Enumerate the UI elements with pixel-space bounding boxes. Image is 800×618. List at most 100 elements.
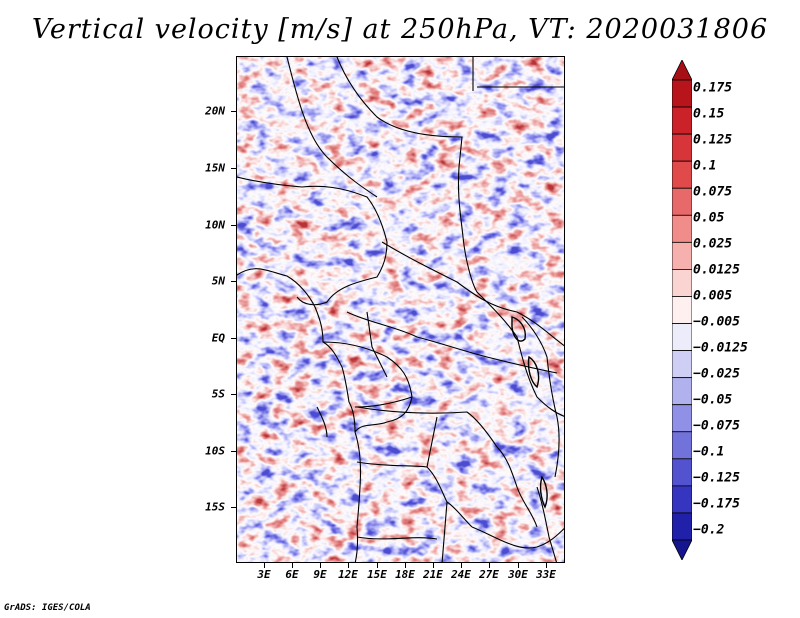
border-line-nigeria-niger xyxy=(237,176,388,306)
colorbar-label: −0.0125 xyxy=(693,340,748,356)
colorbar-label: 0.15 xyxy=(693,106,725,122)
lon-label: 33E xyxy=(536,568,556,581)
coastline-west xyxy=(237,268,362,562)
lon-tick xyxy=(292,563,293,568)
border-line-angola-northeast xyxy=(426,416,438,468)
lat-label: 10N xyxy=(205,218,225,232)
colorbar-label: 0.175 xyxy=(693,80,733,96)
colorbar-label: −0.1 xyxy=(693,444,725,460)
lat-label: 10S xyxy=(205,444,225,458)
lon-tick xyxy=(320,563,321,568)
lat-tick-10n xyxy=(231,225,236,226)
colorbar-bin xyxy=(672,323,692,351)
country-borders xyxy=(237,57,564,562)
border-line-north-east xyxy=(336,57,564,417)
lon-label: 9E xyxy=(313,568,327,581)
lat-tick-eq xyxy=(231,338,236,339)
lon-label: 3E xyxy=(257,568,271,581)
lat-label: 15S xyxy=(205,500,225,514)
lon-label: 24E xyxy=(451,568,471,581)
colorbar-label: 0.1 xyxy=(693,158,717,174)
lake-malawi-outline xyxy=(539,475,548,509)
colorbar-bin xyxy=(672,133,692,162)
vertical-velocity-field xyxy=(237,57,564,562)
border-line-algeria-niger xyxy=(286,57,378,198)
colorbar-label: 0.05 xyxy=(693,210,725,226)
lon-tick xyxy=(264,563,265,568)
lat-label: EQ xyxy=(211,331,225,345)
colorbar-label: −0.05 xyxy=(693,392,733,408)
lat-tick-20n xyxy=(231,111,236,112)
colorbar-bin xyxy=(672,269,692,297)
colorbar-label: 0.0125 xyxy=(693,262,740,278)
colorbar-label: −0.125 xyxy=(693,470,740,486)
map-plot xyxy=(237,57,564,562)
colorbar-bin xyxy=(672,187,692,216)
border-line-congo-drc xyxy=(354,396,413,408)
lat-tick-5s xyxy=(231,394,236,395)
lon-label: 21E xyxy=(423,568,443,581)
border-line-drc-tanzania xyxy=(496,446,538,528)
lat-tick-5n xyxy=(231,281,236,282)
colorbar-bin xyxy=(672,296,692,324)
lake-victoria-outline xyxy=(511,316,527,342)
border-line-congo-gabon xyxy=(322,341,413,433)
colorbar-bin xyxy=(672,160,692,189)
border-line-angola-namibia xyxy=(356,536,438,540)
lon-tick xyxy=(461,563,462,568)
colorbar-label: −0.2 xyxy=(693,522,725,538)
lat-tick-15n xyxy=(231,168,236,169)
border-line-car-sudan xyxy=(381,241,564,347)
lon-tick xyxy=(433,563,434,568)
lon-label: 12E xyxy=(338,568,358,581)
colorbar-bin xyxy=(672,214,692,243)
lon-tick xyxy=(377,563,378,568)
lon-label: 30E xyxy=(508,568,528,581)
border-line-angola-drc xyxy=(356,461,473,528)
colorbar-bin xyxy=(672,458,692,487)
border-line-angola-zambia xyxy=(441,501,448,562)
lon-tick xyxy=(546,563,547,568)
colorbar-bin xyxy=(672,512,692,541)
lat-tick-15s xyxy=(231,507,236,508)
lon-tick xyxy=(405,563,406,568)
colorbar xyxy=(672,60,692,560)
colorbar-label: 0.125 xyxy=(693,132,733,148)
lat-label: 5S xyxy=(211,387,225,401)
border-line-drc-angola-north xyxy=(356,406,498,448)
lakes xyxy=(511,316,548,509)
colorbar-bin xyxy=(672,106,692,135)
lon-tick xyxy=(348,563,349,568)
lon-tick xyxy=(518,563,519,568)
colorbar-label: 0.025 xyxy=(693,236,733,252)
colorbar-bin xyxy=(672,350,692,379)
colorbar-label: 0.075 xyxy=(693,184,733,200)
colorbar-bin xyxy=(672,539,692,560)
colorbar-bin xyxy=(672,485,692,514)
colorbar-label: −0.005 xyxy=(693,314,740,330)
chart-title: Vertical velocity [m/s] at 250hPa, VT: 2… xyxy=(31,14,769,45)
colorbar-label: −0.075 xyxy=(693,418,740,434)
colorbar-label: −0.025 xyxy=(693,366,740,382)
border-line-equatorial-guinea xyxy=(316,406,328,438)
border-line-cameroon-car xyxy=(366,311,388,378)
colorbar-label: 0.005 xyxy=(693,288,733,304)
lon-label: 15E xyxy=(367,568,387,581)
map-panel xyxy=(236,56,565,563)
colorbar-bin xyxy=(672,377,692,406)
colorbar-bin xyxy=(672,431,692,460)
lake-tanganyika-outline xyxy=(527,355,540,389)
colorbar-bin xyxy=(672,404,692,433)
lat-label: 5N xyxy=(211,274,225,288)
lon-label: 6E xyxy=(285,568,299,581)
border-line-malawi xyxy=(536,486,557,562)
lon-label: 18E xyxy=(395,568,415,581)
border-line-zambia-south xyxy=(471,526,564,549)
lon-label: 27E xyxy=(479,568,499,581)
border-line-car-drc xyxy=(346,311,558,374)
lat-label: 20N xyxy=(205,104,225,118)
footer-credit: GrADS: IGES/COLA xyxy=(4,603,91,613)
colorbar-bin xyxy=(672,60,692,81)
border-line-uganda-kenya xyxy=(521,316,560,478)
lon-tick xyxy=(489,563,490,568)
